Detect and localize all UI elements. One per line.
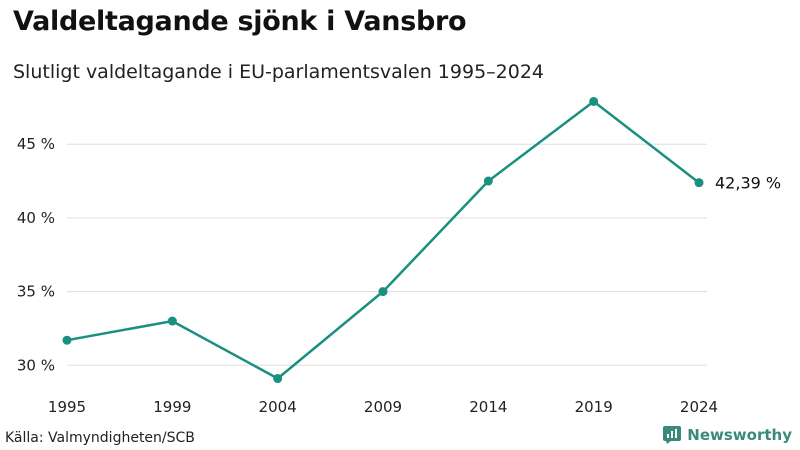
newsworthy-logo-icon [663, 426, 682, 444]
source-note: Källa: Valmyndigheten/SCB [5, 430, 195, 446]
data-point [483, 176, 493, 186]
y-tick-label: 45 % [17, 135, 55, 153]
data-point [62, 335, 72, 345]
y-tick-label: 40 % [17, 209, 55, 227]
x-tick-label: 1999 [153, 398, 191, 416]
x-tick-label: 2009 [364, 398, 402, 416]
x-tick-label: 2014 [469, 398, 507, 416]
data-point [378, 287, 388, 297]
x-tick-label: 1995 [48, 398, 86, 416]
data-point [167, 316, 177, 326]
series-line [66, 100, 700, 380]
x-tick-label: 2024 [680, 398, 718, 416]
chart-subtitle: Slutligt valdeltagande i EU-parlamentsva… [13, 61, 545, 83]
brand-logo: Newsworthy [663, 426, 792, 444]
data-point [694, 178, 704, 188]
data-point [589, 96, 599, 106]
y-tick-label: 35 % [17, 283, 55, 301]
end-value-label: 42,39 % [715, 174, 781, 193]
brand-name: Newsworthy [687, 426, 792, 444]
y-tick-label: 30 % [17, 356, 55, 374]
data-point [273, 374, 283, 384]
chart-title: Valdeltagande sjönk i Vansbro [13, 6, 467, 37]
x-tick-label: 2019 [575, 398, 613, 416]
x-tick-label: 2004 [259, 398, 297, 416]
